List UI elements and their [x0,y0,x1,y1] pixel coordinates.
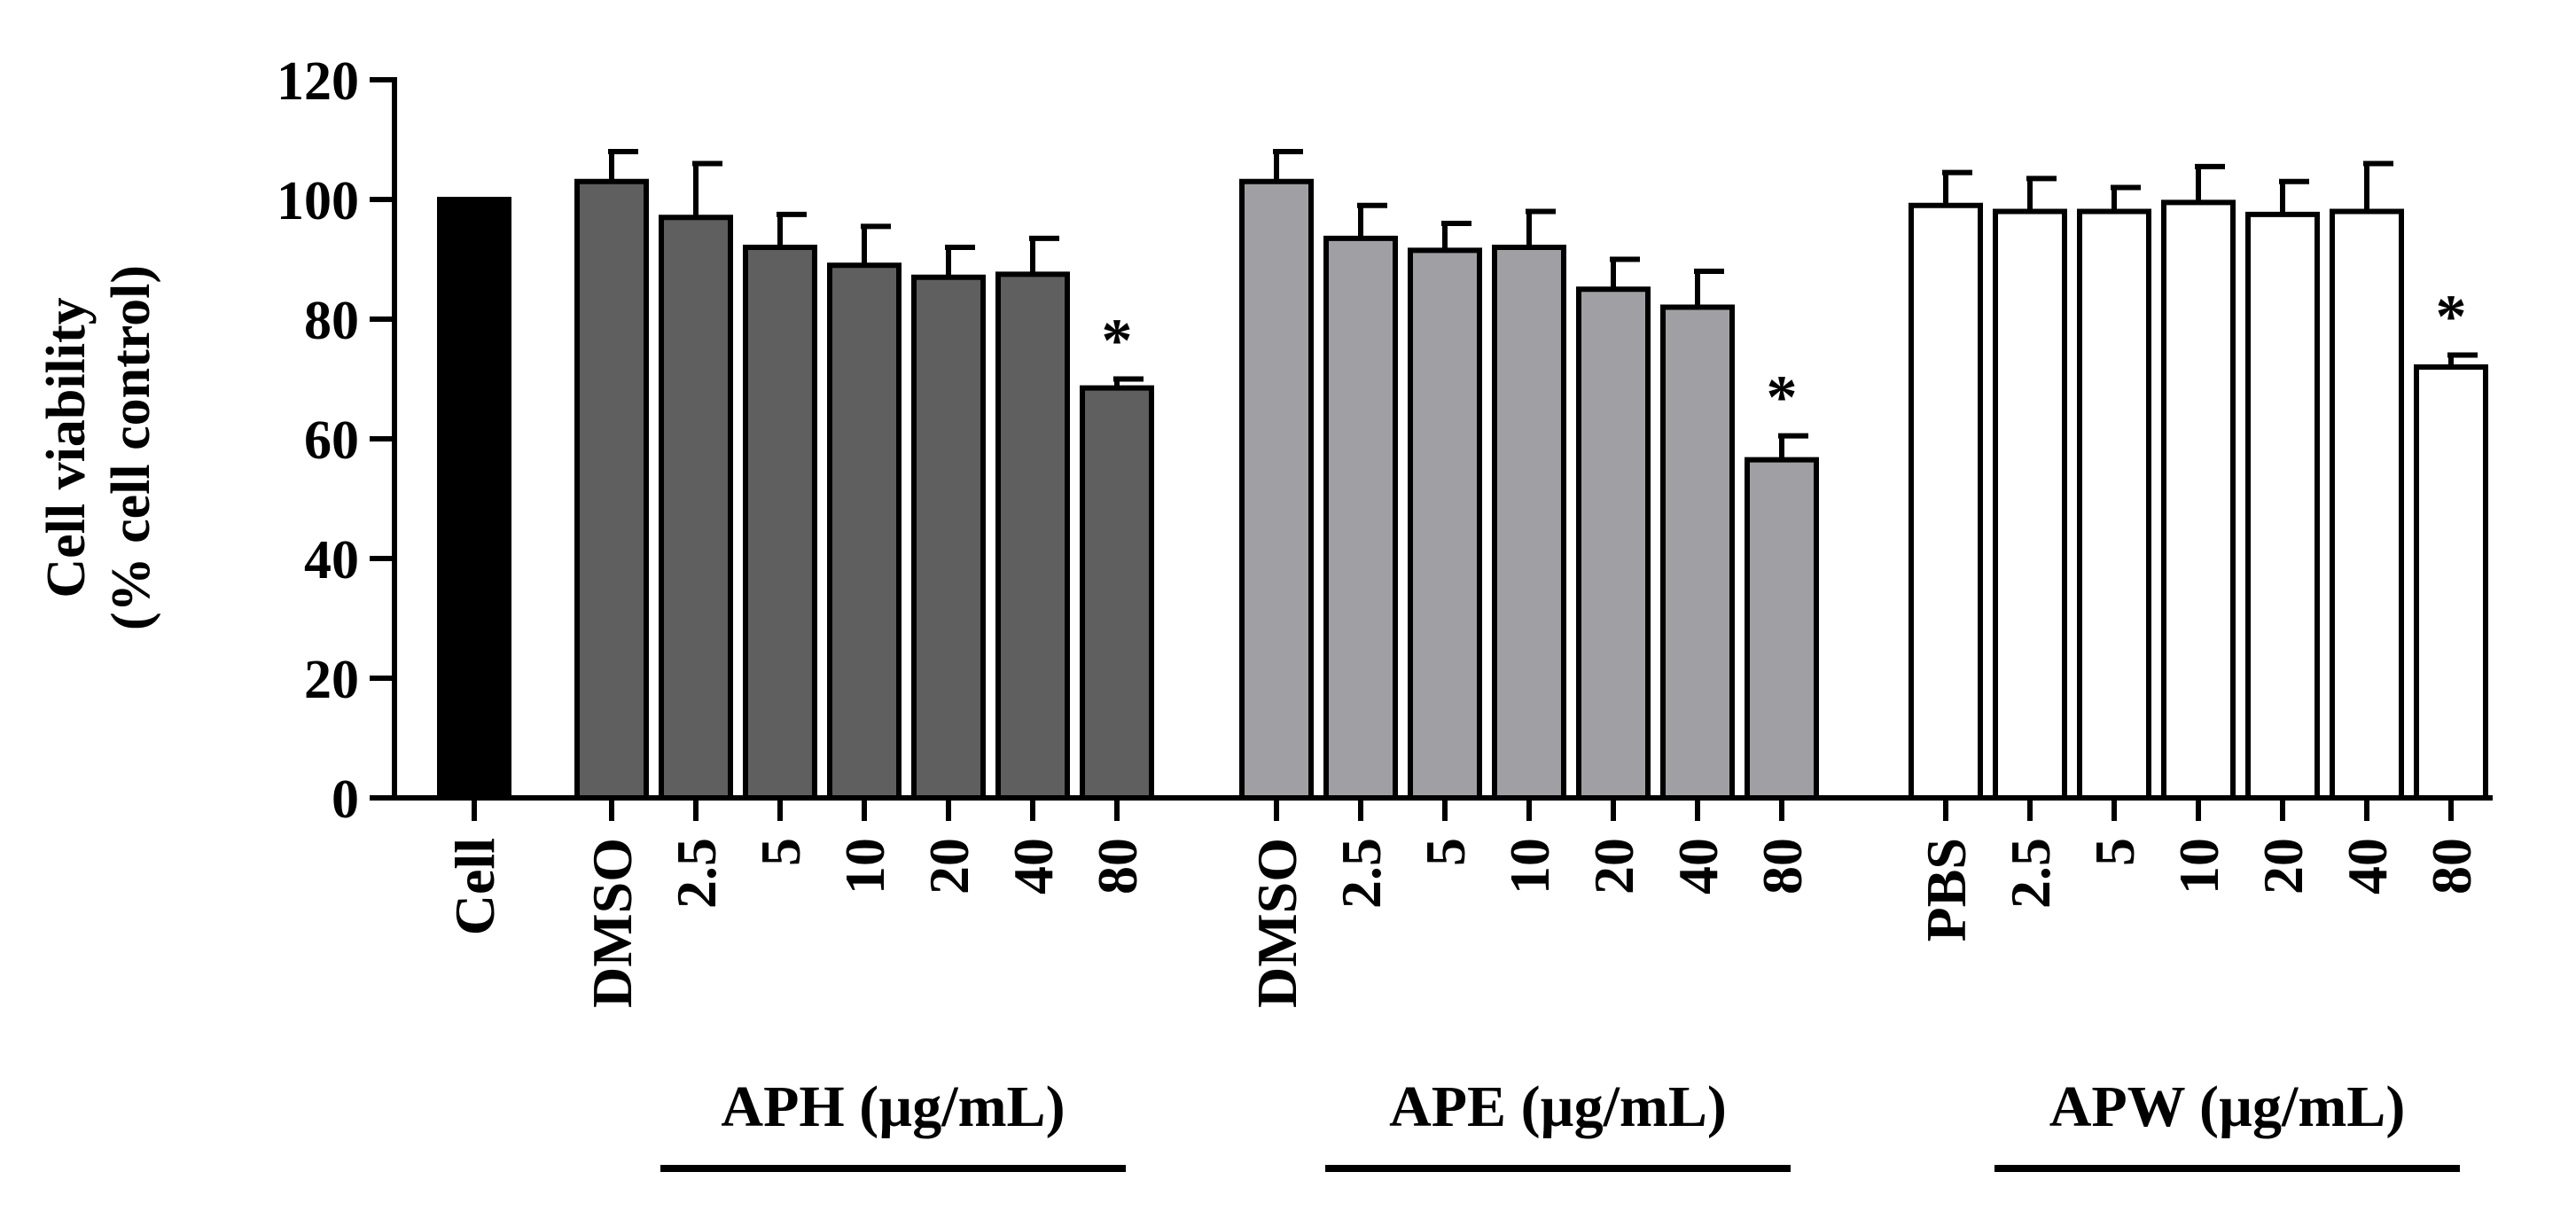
group-label-aph: APH (µg/mL) [721,1074,1065,1139]
bar-aph [827,262,902,801]
bar-ape [1576,286,1651,801]
x-tick-label: 80 [1086,838,1149,895]
x-tick-label: 40 [2336,838,2399,895]
bar-ape [1660,304,1735,801]
bar-aph [743,245,817,801]
x-tick-label: 20 [917,838,980,895]
x-tick-label: 5 [2083,838,2146,866]
bar-aph [659,215,733,801]
x-tick-label: DMSO [581,838,644,1008]
y-tick-label: 100 [277,171,359,231]
bar-apw [2245,211,2320,801]
x-tick-label: 40 [1002,838,1065,895]
x-tick-label: 20 [2252,838,2314,895]
significance-marker: * [1102,308,1133,376]
y-axis-title: Cell viability (% cell control) [36,265,161,630]
y-tick-label: 80 [304,291,359,351]
x-tick-label: 2.5 [1330,838,1393,909]
y-tick-label: 120 [277,51,359,112]
y-axis-title-line1: Cell viability [36,297,97,598]
x-tick-label: PBS [1915,838,1978,941]
x-axis-labels: Cell DMSO 2.5 5 10 20 40 80 DMSO 2.5 5 10 20 40 80 PBS 2… [443,798,2483,1008]
x-tick-label: 2.5 [1999,838,2062,909]
group-label-ape: APE (µg/mL) [1389,1074,1727,1139]
y-axis-title-line2: (% cell control) [101,265,161,630]
bar-ape [1492,245,1566,801]
y-tick-label: 60 [304,410,359,471]
group-labels: APH (µg/mL) APE (µg/mL) APW (µg/mL) [660,1074,2460,1172]
y-tick-label: 40 [304,530,359,590]
bar-aph [995,271,1070,801]
bar-aph [1080,385,1154,801]
bar-apw [2414,364,2488,801]
bars: * * * [437,149,2488,801]
bar-aph [574,178,649,801]
x-tick-label: DMSO [1245,838,1308,1008]
bar-cell [437,197,511,801]
bar-ape [1239,178,1314,801]
significance-marker: * [1767,364,1798,433]
x-tick-label: 80 [2420,838,2483,895]
x-tick-label: 20 [1582,838,1645,895]
x-tick-label: 2.5 [665,838,728,909]
y-tick-label: 20 [304,650,359,710]
bar-ape [1323,235,1398,801]
x-tick-label: 40 [1667,838,1729,895]
significance-marker: * [2436,284,2467,352]
group-label-apw: APW (µg/mL) [2049,1074,2406,1139]
bar-ape [1408,247,1482,801]
y-tick-label: 0 [332,770,359,830]
bar-apw [2077,208,2151,801]
bar-ape [1745,457,1819,801]
bar-apw [2161,199,2236,801]
x-tick-label: 10 [833,838,896,895]
bar-apw [1993,208,2067,801]
bar-apw [2330,208,2404,801]
bar-apw [1909,202,1983,801]
x-tick-label: 80 [1751,838,1814,895]
x-tick-label: 5 [1414,838,1477,866]
x-tick-label: 10 [2167,838,2230,895]
x-tick-label: 5 [749,838,812,866]
x-tick-label: 10 [1498,838,1561,895]
bar-aph [911,274,986,801]
x-tick-label: Cell [443,838,506,935]
